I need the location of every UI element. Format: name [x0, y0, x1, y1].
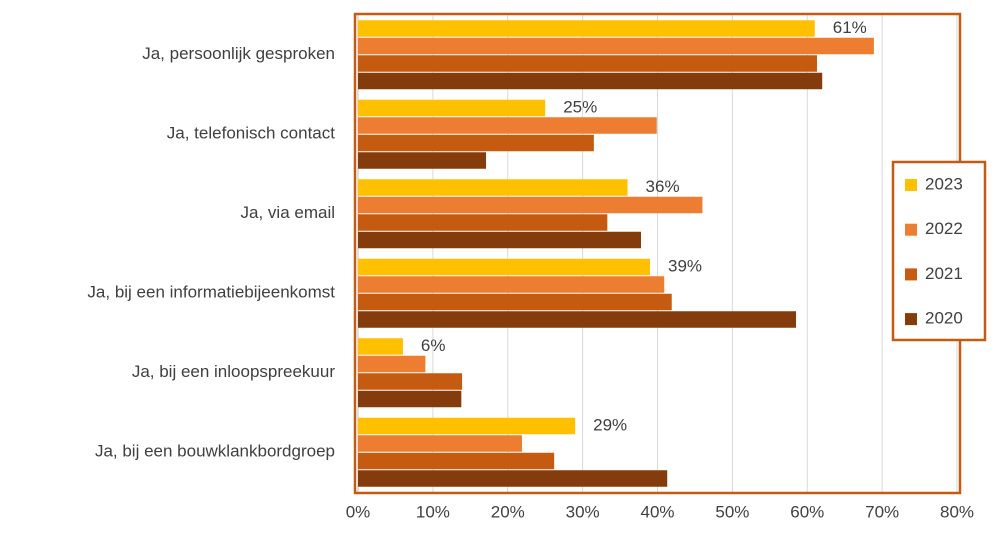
legend-label: 2021	[925, 264, 963, 283]
bar	[358, 72, 823, 90]
x-tick-label: 20%	[491, 502, 525, 521]
data-label: 39%	[668, 256, 702, 275]
x-tick-label: 30%	[566, 502, 600, 521]
x-tick-label: 50%	[715, 502, 749, 521]
bar	[358, 258, 651, 276]
data-label: 29%	[593, 415, 627, 434]
category-label: Ja, bij een informatiebijeenkomst	[87, 283, 335, 302]
bar	[358, 214, 608, 231]
bar	[358, 435, 522, 452]
bar	[358, 99, 546, 117]
bar	[358, 311, 797, 328]
bar	[358, 355, 426, 373]
x-tick-label: 80%	[940, 502, 974, 521]
category-label: Ja, telefonisch contact	[167, 124, 335, 143]
x-tick-label: 10%	[416, 502, 450, 521]
legend-box	[891, 160, 987, 342]
category-label: Ja, bij een inloopspreekuur	[132, 362, 336, 381]
x-tick-label: 0%	[346, 502, 371, 521]
bar	[358, 293, 672, 311]
bar	[358, 470, 668, 487]
bar	[358, 179, 628, 196]
bar	[358, 373, 463, 390]
bar	[358, 338, 403, 355]
legend-swatch	[905, 179, 917, 191]
category-label: Ja, bij een bouwklankbordgroep	[95, 442, 335, 461]
x-tick-label: 60%	[790, 502, 824, 521]
data-label: 36%	[646, 177, 680, 196]
legend-swatch	[905, 313, 917, 326]
legend-swatch	[905, 268, 917, 281]
data-label: 6%	[421, 336, 446, 355]
bar	[358, 37, 874, 55]
x-tick-label: 40%	[640, 502, 674, 521]
bar	[358, 55, 817, 72]
legend-label: 2023	[925, 174, 963, 193]
legend-label: 2020	[925, 309, 963, 328]
bar	[358, 452, 555, 470]
legend-swatch	[905, 223, 917, 236]
bar	[358, 196, 703, 214]
data-label: 25%	[563, 97, 597, 116]
category-label: Ja, via email	[241, 203, 335, 222]
bar	[358, 117, 657, 134]
bar	[358, 276, 665, 293]
legend-label: 2022	[925, 219, 963, 238]
data-label: 61%	[833, 18, 867, 37]
bar	[358, 152, 487, 169]
bar	[358, 231, 642, 249]
x-tick-label: 70%	[865, 502, 899, 521]
category-label: Ja, persoonlijk gesproken	[142, 44, 335, 63]
bar	[358, 417, 576, 435]
bar	[358, 390, 462, 408]
bar	[358, 134, 594, 152]
bar	[358, 20, 815, 37]
